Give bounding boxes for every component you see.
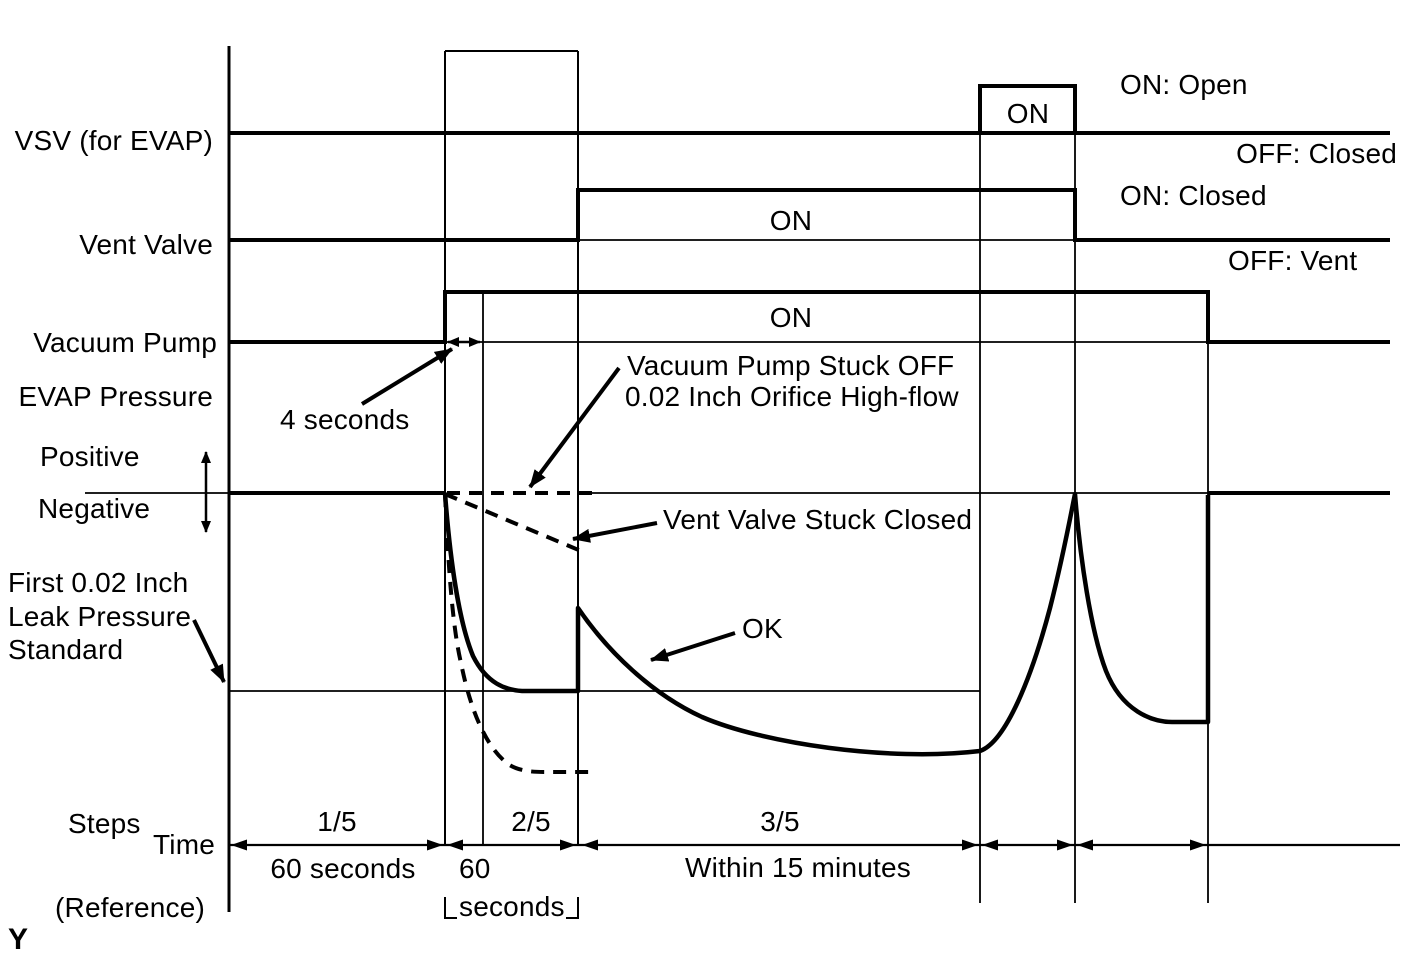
legend-vent-on: ON: Closed: [1120, 179, 1267, 211]
stuck-off-label-line1: Vacuum Pump Stuck OFF: [627, 349, 955, 381]
leak-standard-arrow: [192, 619, 226, 683]
vacuum-pump-signal-line: [229, 290, 1390, 344]
leak-standard-label-line1: First 0.02 Inch: [8, 566, 189, 598]
vsv-signal-label: VSV (for EVAP): [14, 124, 213, 156]
legend-vsv-on: ON: Open: [1120, 68, 1248, 100]
ok-pressure-curve: [442, 491, 1211, 757]
legend-vent-off: OFF: Vent: [1228, 244, 1358, 276]
four-seconds-arrow: [360, 347, 454, 406]
duration-1-label: 60 seconds: [270, 852, 416, 884]
vsv-on-pulse-label: ON: [1006, 97, 1050, 129]
time-interval-arrowheads: [231, 839, 1206, 851]
duration-3-label: Within 15 minutes: [685, 851, 911, 883]
duration-2-label-line1: 60: [459, 852, 491, 884]
vent-valve-signal-line: [229, 188, 1390, 242]
stuck-off-arrow: [528, 366, 621, 489]
bracket-hook-left: [444, 897, 457, 919]
positive-label: Positive: [40, 440, 140, 472]
vent-stuck-closed-label: Vent Valve Stuck Closed: [663, 503, 973, 535]
four-seconds-label: 4 seconds: [280, 403, 410, 435]
vent-on-pulse-label: ON: [769, 204, 813, 236]
ok-arrow: [650, 631, 736, 662]
steps-label: Steps: [68, 807, 141, 839]
vent-valve-stuck-closed-dashed-line: [444, 492, 582, 553]
leak-standard-label-line2: Leak Pressure: [8, 600, 192, 632]
vent-valve-signal-label: Vent Valve: [79, 228, 213, 260]
bracket-hook-right: [566, 897, 579, 919]
pump-on-pulse-label: ON: [769, 301, 813, 333]
time-label: Time: [153, 828, 215, 860]
duration-2-label-line2: seconds: [459, 890, 565, 922]
ok-label: OK: [742, 612, 783, 644]
orifice-reference-curve-dashed: [443, 493, 596, 774]
stuck-off-label-line2: 0.02 Inch Orifice High-flow: [625, 380, 959, 412]
step-2-5-label: 2/5: [511, 805, 551, 837]
negative-label: Negative: [38, 492, 151, 524]
footnote-y-mark: Y: [8, 922, 29, 956]
legend-vsv-off: OFF: Closed: [1236, 137, 1397, 169]
step-1-5-label: 1/5: [317, 805, 357, 837]
reference-label: (Reference): [55, 891, 206, 923]
vacuum-pump-signal-label: Vacuum Pump: [33, 326, 217, 358]
vent-stuck-closed-arrow: [572, 521, 658, 543]
step-3-5-label: 3/5: [760, 805, 800, 837]
leak-standard-label-line3: Standard: [8, 633, 124, 665]
vsv-on-pulse: [978, 84, 1077, 133]
evap-pressure-signal-label: EVAP Pressure: [18, 380, 213, 412]
